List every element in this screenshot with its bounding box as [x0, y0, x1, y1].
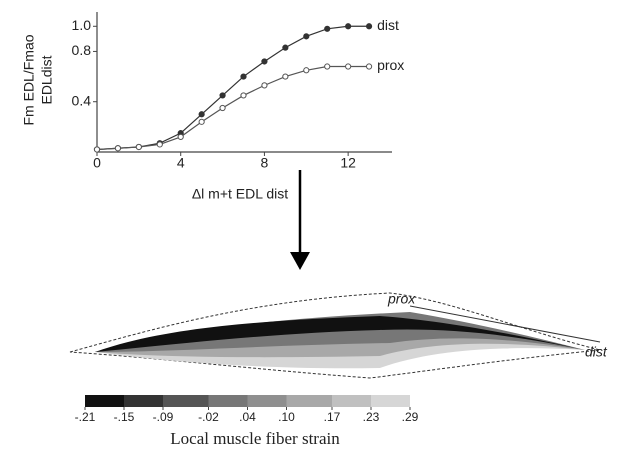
- point: [261, 58, 268, 65]
- y-label: EDLdist: [39, 55, 55, 104]
- colorbar-tick-label: -.02: [198, 410, 219, 424]
- point: [345, 23, 352, 30]
- colorbar-swatch: [247, 395, 287, 407]
- x-tick-label: 8: [261, 155, 269, 171]
- x-tick-label: 0: [93, 155, 101, 171]
- prox-label: prox: [387, 291, 416, 307]
- series-label: dist: [377, 17, 399, 33]
- point: [365, 63, 373, 70]
- series-label: prox: [377, 57, 404, 73]
- series-line: [96, 25, 370, 151]
- colorbar-tick-label: .17: [324, 410, 341, 424]
- y-tick-label: 1.0: [72, 17, 92, 33]
- y-tick-label: 0.8: [72, 42, 92, 58]
- colorbar-title: Local muscle fiber strain: [170, 429, 340, 448]
- point: [240, 73, 247, 80]
- colorbar-tick-label: -.15: [114, 410, 135, 424]
- point: [219, 104, 226, 112]
- point: [345, 63, 352, 70]
- colorbar-tick-label: -.09: [153, 410, 174, 424]
- point: [324, 25, 331, 32]
- colorbar-tick-label: .04: [239, 410, 256, 424]
- point: [365, 23, 373, 30]
- point: [324, 63, 331, 70]
- series-line: [96, 65, 370, 151]
- x-tick-label: 4: [177, 155, 185, 171]
- point: [303, 67, 310, 74]
- point: [240, 92, 247, 99]
- colorbar-swatch: [208, 395, 248, 407]
- muscle-shape: [69, 292, 601, 379]
- colorbar-swatch: [371, 395, 410, 407]
- point: [282, 44, 289, 51]
- point: [198, 111, 205, 118]
- colorbar-tick-label: .29: [402, 410, 419, 424]
- dist-label: dist: [585, 344, 608, 360]
- colorbar-tick-label: .23: [363, 410, 380, 424]
- point: [261, 82, 268, 89]
- x-label: Δl m+t EDL dist: [192, 186, 288, 202]
- colorbar-swatch: [332, 395, 371, 407]
- point: [303, 33, 310, 40]
- point: [156, 141, 163, 148]
- point: [177, 133, 184, 141]
- colorbar-tick-label: -.21: [75, 410, 96, 424]
- colorbar-swatch: [286, 395, 332, 407]
- colorbar-swatch: [163, 395, 209, 407]
- y-tick-label: 0.4: [72, 92, 92, 108]
- colorbar-swatch: [85, 395, 124, 407]
- colorbar-tick-label: .10: [278, 410, 295, 424]
- point: [282, 73, 289, 80]
- point: [135, 143, 142, 151]
- y-label: Fm EDL/Fmao: [21, 34, 37, 125]
- point: [93, 146, 101, 153]
- colorbar-swatch: [124, 395, 163, 407]
- x-tick-label: 12: [340, 155, 356, 171]
- point: [198, 118, 205, 125]
- arrow-head: [290, 252, 310, 270]
- point: [114, 145, 122, 152]
- point: [219, 92, 226, 99]
